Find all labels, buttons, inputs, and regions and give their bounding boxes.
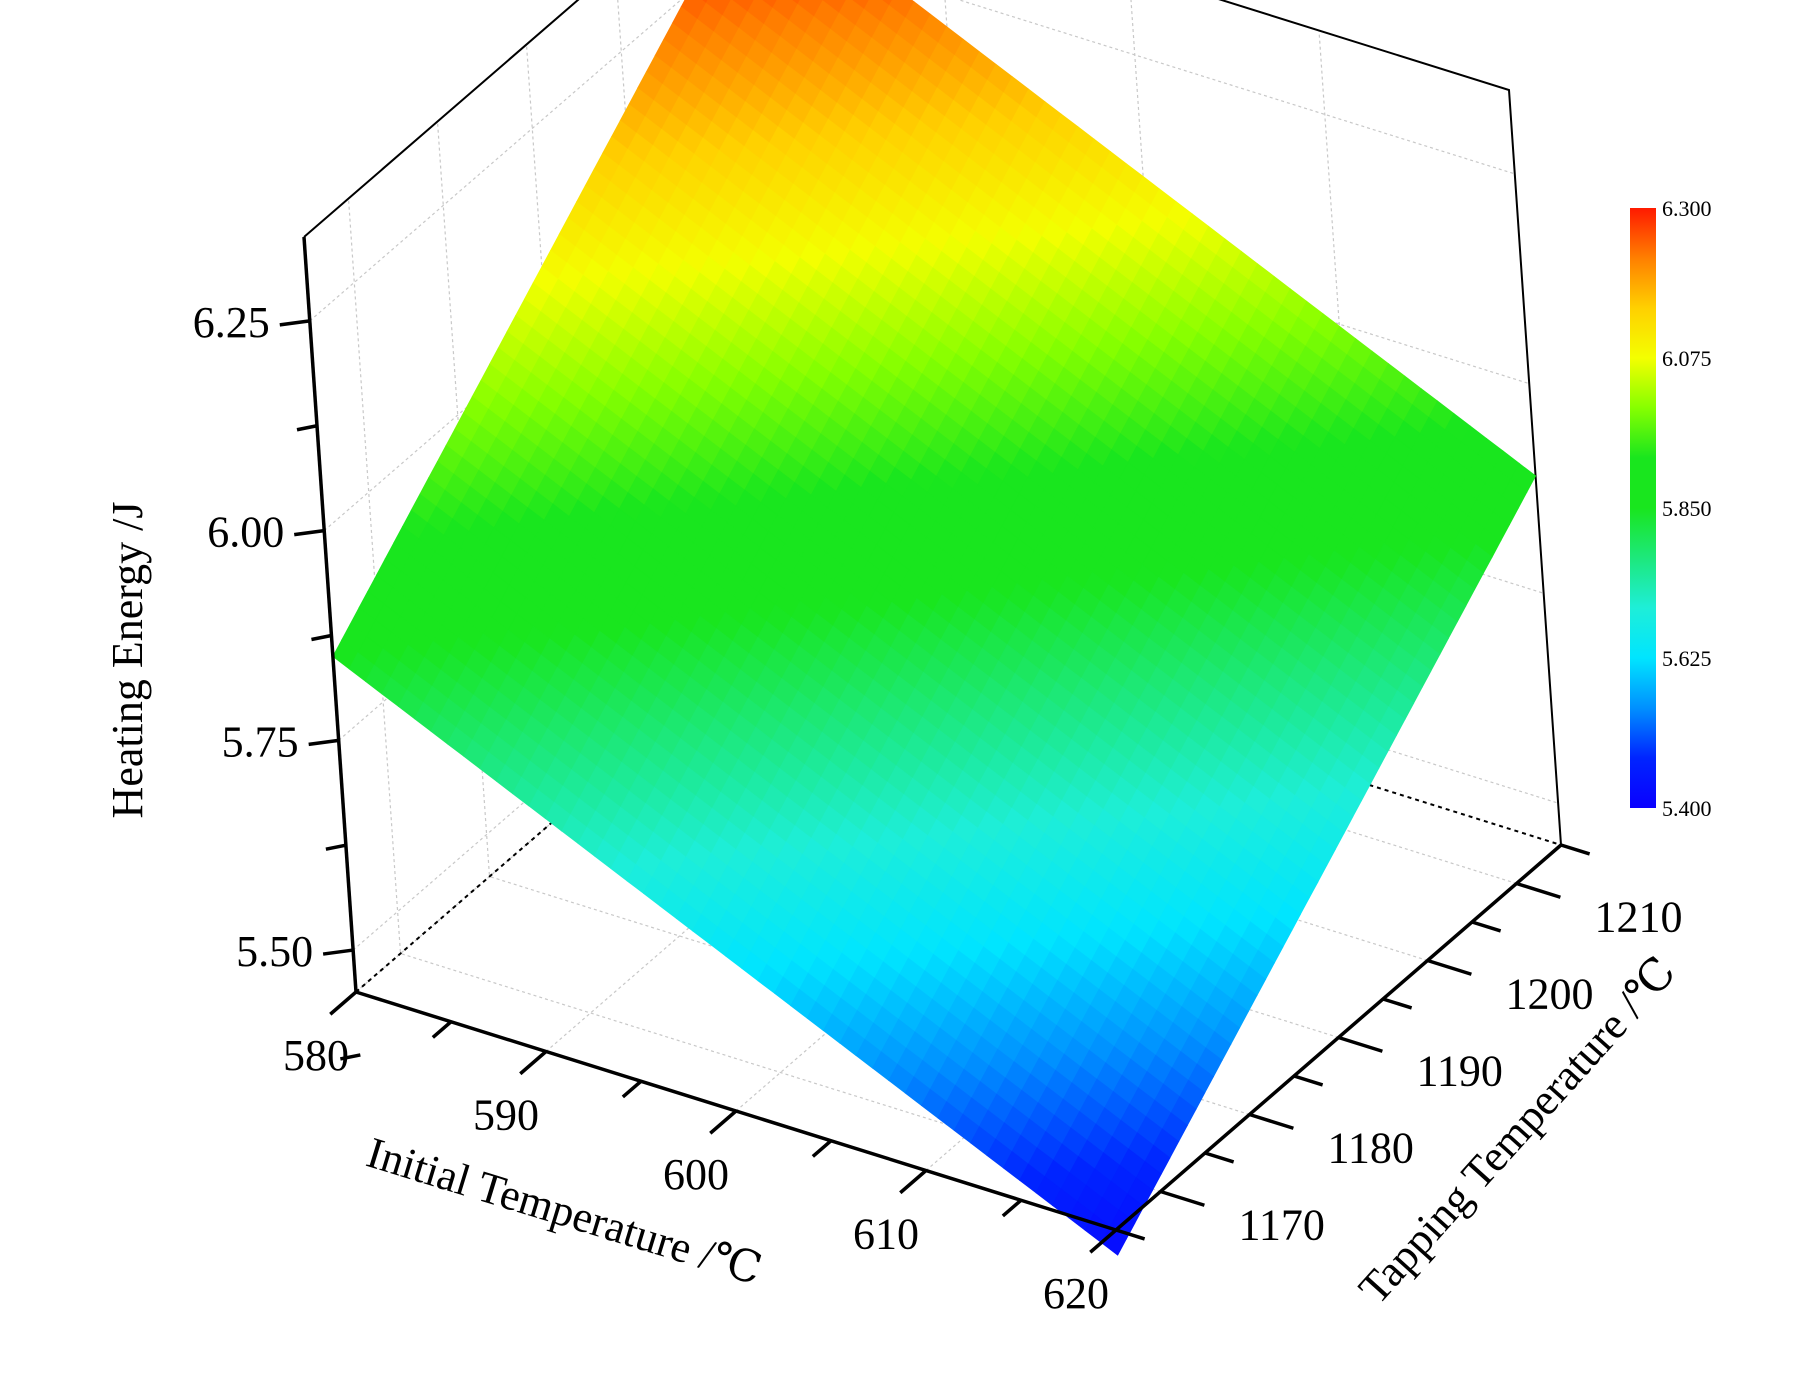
- x-major-tick: [1089, 1228, 1118, 1254]
- y-major-tick: [1426, 958, 1472, 976]
- z-tick-label: 6.00: [207, 508, 284, 557]
- z-minor-tick: [296, 424, 318, 432]
- x-tick-label: 600: [663, 1150, 729, 1199]
- x-major-tick: [329, 990, 358, 1016]
- colorbar-tick-label: 6.075: [1662, 346, 1712, 371]
- y-tick-label: 1180: [1328, 1124, 1414, 1173]
- colorbar-tick-label: 5.625: [1662, 646, 1712, 671]
- y-minor-tick: [1471, 920, 1502, 933]
- y-major-tick: [1159, 1189, 1205, 1207]
- x-tick-label: 610: [853, 1210, 919, 1259]
- z-tick-label: 5.75: [222, 717, 299, 766]
- colorbar-tick-label: 6.300: [1662, 196, 1712, 221]
- y-minor-tick: [1560, 843, 1591, 856]
- y-tick-label: 1190: [1417, 1047, 1503, 1096]
- y-minor-tick: [1204, 1151, 1235, 1164]
- surface-patch: [1100, 1225, 1127, 1256]
- z-axis-line: [302, 236, 358, 993]
- x-minor-tick: [811, 1139, 833, 1158]
- colorbar-tick-label: 5.400: [1662, 796, 1712, 821]
- z-major-tick: [279, 319, 311, 327]
- x-tick-label: 620: [1043, 1269, 1109, 1318]
- z-major-tick: [322, 948, 354, 956]
- z-axis-title: Heating Energy /J: [103, 502, 152, 819]
- x-major-tick: [899, 1169, 928, 1195]
- z-minor-tick: [325, 843, 347, 851]
- surface-layer: [332, 0, 1537, 1256]
- colorbar-tick-label: 5.850: [1662, 496, 1712, 521]
- y-minor-tick: [1293, 1074, 1324, 1087]
- z-tick-label: 5.50: [236, 927, 313, 976]
- z-minor-tick: [339, 1053, 361, 1061]
- z-major-tick: [308, 738, 339, 747]
- y-major-tick: [1515, 881, 1561, 899]
- ticks-layer: 5.505.756.006.25580590600610620117011801…: [193, 298, 1683, 1318]
- x-tick-label: 580: [283, 1031, 349, 1080]
- colorbar-gradient: [1630, 208, 1656, 808]
- x-tick-label: 590: [473, 1091, 539, 1140]
- y-major-tick: [1337, 1035, 1383, 1053]
- z-major-tick: [293, 528, 325, 537]
- x-major-tick: [519, 1050, 548, 1076]
- grid-line: [347, 198, 1161, 1193]
- colorbar: 6.300 6.075 5.850 5.625 5.400: [1630, 196, 1712, 821]
- box-edge: [303, 0, 1562, 846]
- y-minor-tick: [1115, 1228, 1146, 1241]
- y-minor-tick: [1382, 997, 1413, 1010]
- z-tick-label: 6.25: [193, 298, 270, 347]
- y-tick-label: 1200: [1506, 970, 1594, 1019]
- x-minor-tick: [431, 1020, 453, 1039]
- x-major-tick: [709, 1109, 738, 1135]
- x-minor-tick: [621, 1079, 643, 1099]
- y-tick-label: 1170: [1239, 1201, 1325, 1250]
- z-minor-tick: [311, 633, 332, 642]
- y-major-tick: [1248, 1112, 1294, 1130]
- x-minor-tick: [1001, 1198, 1023, 1218]
- y-tick-label: 1210: [1595, 893, 1683, 942]
